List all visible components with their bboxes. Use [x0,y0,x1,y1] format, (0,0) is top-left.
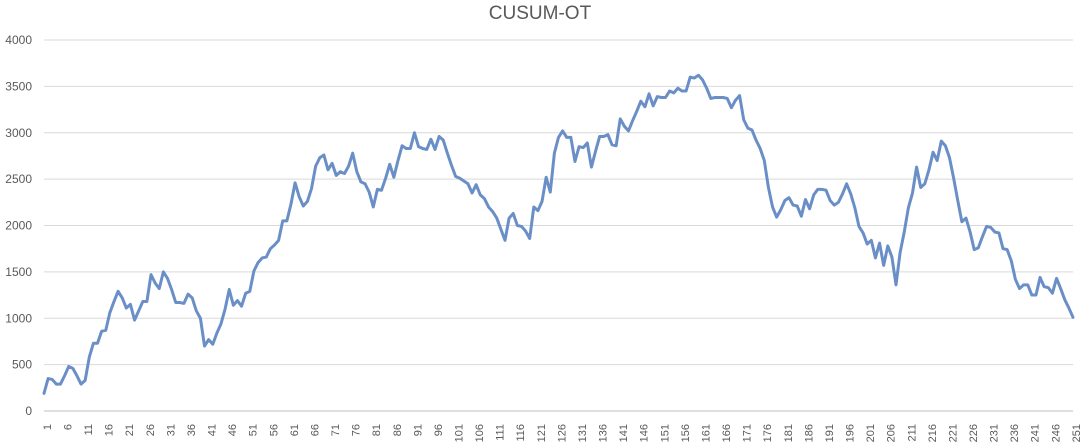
x-tick-label: 201 [865,424,877,442]
x-tick-label: 31 [165,424,177,436]
x-tick-label: 56 [268,424,280,436]
x-tick-label: 46 [227,424,239,436]
x-tick-label: 151 [659,424,671,442]
y-tick-label: 1000 [5,311,32,325]
x-tick-label: 41 [207,424,219,436]
x-tick-label: 96 [433,424,445,436]
x-tick-label: 226 [968,424,980,442]
x-tick-label: 166 [721,424,733,442]
x-tick-label: 111 [495,424,507,441]
x-tick-label: 196 [845,424,857,442]
x-tick-label: 246 [1050,424,1062,442]
x-tick-label: 21 [124,424,136,436]
y-tick-label: 3000 [5,126,32,140]
x-tick-label: 86 [392,424,404,436]
x-axis-tick-labels: 1 6 11 16 21 26 31 36 41 46 51 56 61 66 71 76 81 86 91 96 10… [42,424,1080,442]
y-tick-label: 3500 [5,79,32,93]
x-tick-label: 26 [145,424,157,436]
x-tick-label: 66 [309,424,321,436]
x-tick-label: 36 [186,424,198,436]
x-tick-label: 81 [371,424,383,436]
x-tick-label: 221 [947,424,959,442]
x-tick-label: 121 [536,424,548,442]
x-tick-label: 91 [412,424,424,436]
x-tick-label: 181 [783,424,795,442]
y-tick-label: 2500 [5,172,32,186]
x-tick-label: 136 [598,424,610,442]
y-tick-label: 4000 [5,33,32,47]
grid-layer [44,39,1073,366]
y-tick-label: 1500 [5,265,32,279]
x-tick-label: 106 [474,424,486,442]
x-tick-label: 216 [927,424,939,442]
x-tick-label: 241 [1030,424,1042,442]
x-tick-label: 176 [762,424,774,442]
x-tick-label: 51 [248,424,260,436]
y-axis-tick-labels: 0 500 1000 1500 2000 2500 3000 3500 4000 [5,33,32,418]
x-tick-label: 156 [680,424,692,442]
x-tick-label: 236 [1009,424,1021,442]
chart-title: CUSUM-OT [489,3,592,24]
x-tick-label: 141 [618,424,630,442]
x-tick-label: 16 [104,424,116,436]
x-tick-label: 211 [906,424,918,442]
x-tick-label: 1 [42,424,54,430]
x-tick-label: 116 [515,424,527,442]
x-tick-label: 101 [454,424,466,442]
x-tick-label: 161 [700,424,712,442]
x-tick-label: 251 [1071,424,1080,442]
x-tick-label: 186 [803,424,815,442]
y-tick-label: 2000 [5,219,32,233]
x-tick-label: 231 [989,424,1001,442]
x-tick-label: 76 [351,424,363,436]
x-tick-label: 146 [639,424,651,442]
x-tick-label: 171 [742,424,754,442]
y-tick-label: 500 [12,358,32,372]
x-tick-label: 131 [577,424,589,442]
x-tick-label: 206 [886,424,898,442]
x-tick-label: 61 [289,424,301,436]
series-line [42,73,1075,395]
x-tick-label: 191 [824,424,836,442]
x-tick-label: 6 [62,424,74,430]
x-tick-label: 11 [83,424,95,435]
x-tick-label: 126 [556,424,568,442]
x-tick-label: 71 [330,424,342,436]
y-tick-label: 0 [25,404,32,418]
